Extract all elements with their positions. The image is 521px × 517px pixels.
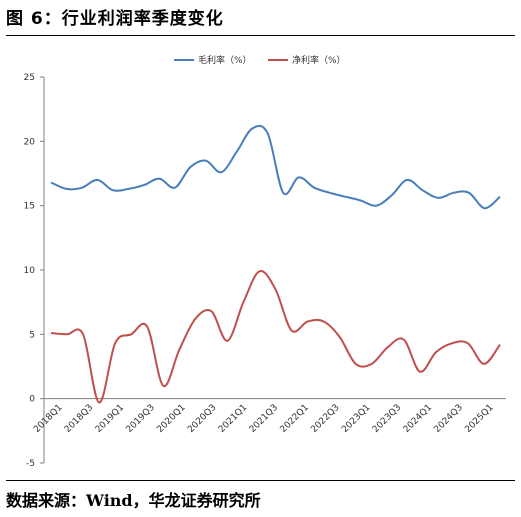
x-tick-label: 2023Q1 — [340, 403, 372, 435]
y-tick-label: 5 — [29, 330, 35, 340]
x-tick-label: 2018Q3 — [63, 403, 95, 435]
y-tick-label: 20 — [24, 137, 36, 147]
x-tick-label: 2022Q1 — [279, 403, 311, 435]
x-tick-label: 2023Q3 — [371, 403, 403, 435]
x-tick-label: 2020Q1 — [155, 403, 187, 435]
y-tick-label: 0 — [29, 395, 35, 405]
x-tick-label: 2018Q1 — [32, 403, 64, 435]
y-tick-label: 10 — [24, 266, 36, 276]
y-tick-label: 25 — [24, 73, 35, 83]
bottom-rule — [6, 480, 515, 481]
x-tick-label: 2019Q3 — [125, 403, 157, 435]
figure-title: 图 6：行业利润率季度变化 — [6, 9, 224, 29]
series-line-1 — [50, 124, 501, 210]
x-tick-label: 2022Q3 — [309, 403, 341, 435]
x-tick-label: 2024Q1 — [402, 403, 434, 435]
top-rule — [6, 35, 515, 36]
figure-source: 数据来源：Wind，华龙证券研究所 — [6, 491, 261, 510]
x-tick-label: 2021Q3 — [248, 403, 280, 435]
series-line-2 — [50, 270, 501, 404]
y-tick-label: 15 — [24, 202, 35, 212]
x-tick-label: 2019Q1 — [94, 403, 126, 435]
y-tick-label: -5 — [26, 459, 35, 469]
x-tick-label: 2025Q1 — [463, 403, 495, 435]
x-tick-label: 2024Q3 — [433, 403, 465, 435]
legend-label-1: 毛利率（%） — [198, 54, 252, 66]
legend-label-2: 净利率（%） — [292, 54, 346, 66]
line-chart: -505101520252018Q12018Q32019Q12019Q32020… — [24, 54, 506, 469]
x-tick-label: 2021Q1 — [217, 403, 249, 435]
x-tick-label: 2020Q3 — [186, 403, 218, 435]
